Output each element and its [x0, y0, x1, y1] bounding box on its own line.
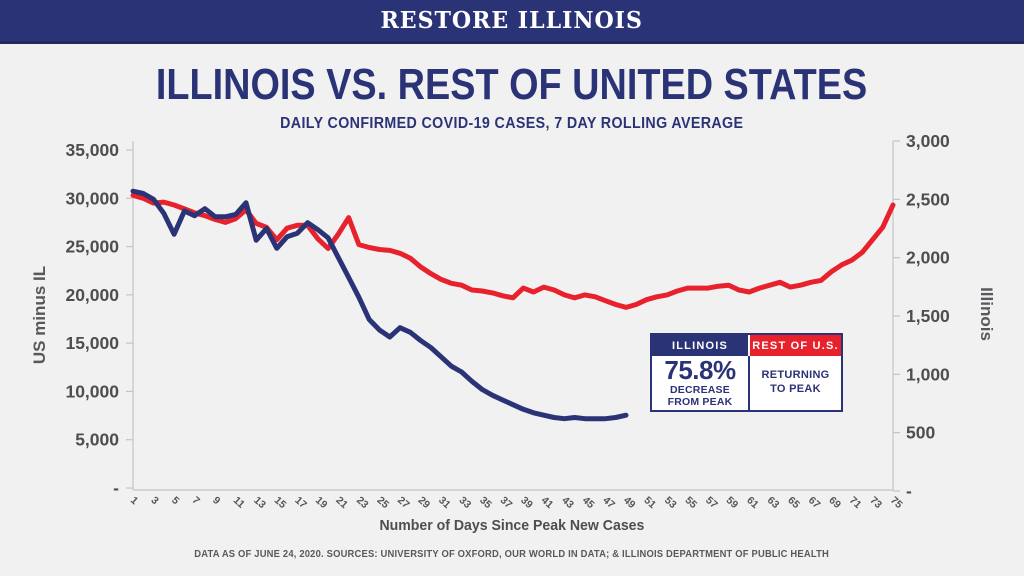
top-banner: RESTORE ILLINOIS	[0, 0, 1024, 44]
page-title: ILLINOIS VS. REST OF UNITED STATES	[156, 60, 868, 109]
x-tick-label: 29	[416, 494, 433, 511]
x-tick-label: 37	[498, 494, 515, 511]
right-tick-label: 2,000	[906, 248, 950, 268]
x-tick-label: 27	[395, 494, 412, 511]
x-tick-label: 21	[333, 494, 350, 511]
left-axis-title: US minus IL	[30, 265, 49, 365]
right-tick-label: 2,500	[906, 189, 950, 209]
x-tick-label: 9	[210, 494, 222, 507]
legend-cell-rest-of-us: RETURNING TO PEAK	[761, 369, 830, 395]
x-tick-label: 67	[806, 494, 823, 511]
x-tick-label: 57	[703, 494, 720, 511]
x-tick-label: 39	[518, 494, 535, 511]
x-tick-label: 45	[580, 494, 597, 511]
legend-header-illinois: ILLINOIS	[652, 335, 750, 356]
x-tick-label: 33	[457, 494, 474, 511]
banner-title: RESTORE ILLINOIS	[380, 7, 644, 34]
x-tick-label: 3	[149, 494, 161, 507]
left-tick-label: 15,000	[65, 333, 119, 353]
illinois-decrease-stat: 75.8%	[664, 355, 736, 386]
x-tick-label: 75	[888, 494, 905, 511]
x-tick-label: 49	[621, 494, 638, 511]
x-tick-label: 11	[231, 494, 247, 510]
x-axis-title: Number of Days Since Peak New Cases	[379, 517, 645, 534]
legend-header-rest-of-us: REST OF U.S.	[750, 335, 841, 356]
left-tick-label: 20,000	[65, 285, 119, 305]
x-tick-label: 43	[559, 494, 576, 511]
x-tick-label: 61	[744, 494, 761, 511]
x-tick-label: 47	[600, 494, 617, 511]
x-tick-label: 63	[765, 494, 782, 511]
rest-of-us-line	[130, 192, 896, 310]
x-tick-label: 5	[169, 494, 181, 507]
x-tick-label: 15	[272, 494, 289, 511]
right-tick-label: 3,000	[906, 131, 950, 151]
left-tick-label: 30,000	[65, 188, 119, 208]
x-tick-label: 25	[374, 494, 391, 511]
right-tick-label: 1,000	[906, 364, 950, 384]
illinois-caption: DECREASE FROM PEAK	[667, 384, 733, 408]
x-tick-label: 55	[683, 494, 700, 511]
left-tick-label: 25,000	[65, 237, 119, 257]
right-tick-label: 500	[906, 423, 935, 443]
x-tick-label: 59	[724, 494, 741, 511]
legend-headers: ILLINOIS REST OF U.S.	[652, 335, 841, 356]
x-tick-label: 53	[662, 494, 679, 511]
x-tick-label: 73	[867, 494, 884, 511]
right-tick-label: -	[906, 481, 912, 501]
legend-cell-illinois: 75.8% DECREASE FROM PEAK	[652, 356, 750, 410]
legend-body: 75.8% DECREASE FROM PEAK RETURNING TO PE…	[652, 356, 841, 410]
x-tick-label: 1	[128, 494, 140, 507]
left-tick-label: 10,000	[65, 381, 119, 401]
x-tick-label: 19	[313, 494, 330, 511]
x-tick-label: 65	[785, 494, 802, 511]
x-tick-label: 41	[539, 494, 556, 511]
x-tick-label: 31	[436, 494, 453, 511]
x-tick-label: 23	[354, 494, 371, 511]
left-tick-label: 35,000	[65, 140, 119, 160]
source-footnote: DATA AS OF JUNE 24, 2020. SOURCES: UNIVE…	[194, 549, 830, 560]
x-tick-label: 17	[292, 494, 309, 511]
page-subtitle: DAILY CONFIRMED COVID-19 CASES, 7 DAY RO…	[280, 115, 744, 132]
right-axis-title: Illinois	[977, 287, 996, 341]
legend-stat-box: ILLINOIS REST OF U.S. 75.8% DECREASE FRO…	[650, 333, 843, 412]
x-tick-label: 7	[190, 494, 202, 507]
x-tick-label: 13	[251, 494, 268, 511]
x-tick-label: 51	[642, 494, 659, 511]
left-tick-label: 5,000	[75, 430, 119, 450]
left-tick-label: -	[113, 478, 119, 498]
x-tick-label: 69	[826, 494, 843, 511]
x-tick-label: 35	[477, 494, 494, 511]
x-tick-label: 71	[847, 494, 864, 511]
right-tick-label: 1,500	[906, 306, 950, 326]
illinois-line	[130, 188, 629, 422]
